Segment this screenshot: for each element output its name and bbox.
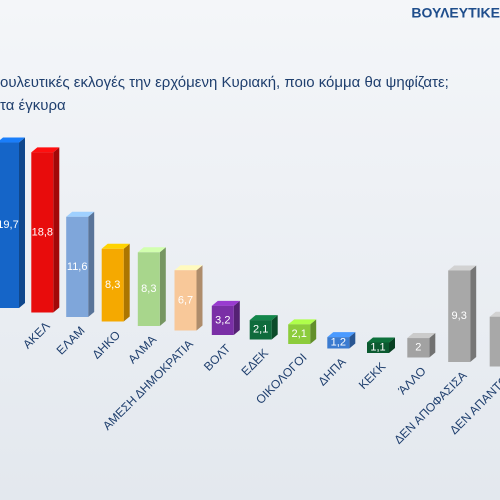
bar-side (470, 265, 477, 362)
value-label: 3,2 (215, 314, 230, 326)
value-label: 18,8 (32, 226, 53, 238)
bar-top (448, 265, 477, 271)
bar-top (327, 332, 356, 338)
bar-top (211, 300, 240, 306)
bar-top (0, 137, 25, 143)
chart-title: ουλευτικές εκλογές την ερχόμενη Κυριακή,… (0, 74, 449, 91)
bar (249, 320, 272, 340)
bar (407, 338, 430, 358)
bar (101, 248, 124, 322)
bar-group: 8,3 (101, 243, 130, 322)
bar-top (489, 311, 500, 317)
bar-side (123, 243, 130, 322)
value-label: 6,7 (178, 294, 193, 306)
bar-side (349, 332, 356, 349)
chart-subtitle: τα έγκυρα (0, 97, 66, 114)
bar-top (66, 211, 95, 217)
value-label: 11,6 (67, 261, 88, 273)
bar-group: 1,1 (367, 337, 395, 354)
bar-group: 18,8 (31, 147, 60, 313)
bar (448, 270, 471, 362)
bar-top (288, 319, 317, 325)
header: ΒΟΥΛΕΥΤΙΚΕ (411, 5, 500, 21)
bar-group: 8,3 (137, 247, 166, 326)
value-label: 19,7 (0, 219, 19, 231)
bar (31, 152, 54, 313)
bar (489, 316, 500, 367)
bar-side (271, 315, 278, 340)
bar (174, 270, 197, 331)
bar-side (429, 333, 436, 358)
bar-group: 2,1 (249, 315, 278, 340)
bar-side (310, 319, 317, 344)
bar (0, 142, 19, 308)
bar (367, 342, 389, 353)
bar-top (137, 247, 166, 253)
value-label: 8,3 (105, 279, 120, 291)
bar-side (389, 337, 395, 353)
value-label: 2,1 (292, 328, 307, 340)
value-label: 8,3 (141, 283, 156, 295)
bar-side (196, 265, 203, 331)
bar-side (159, 247, 166, 326)
bar-top (31, 147, 60, 153)
bar-side (53, 147, 60, 313)
bar-group: 19,7 (0, 137, 25, 308)
bar-group: 3,2 (211, 300, 240, 335)
value-label: 2 (415, 342, 421, 354)
bar-group: 6,7 (174, 265, 203, 331)
bar-top (249, 315, 278, 321)
bar-top (101, 243, 130, 249)
bar-side (19, 137, 25, 308)
bar-top (174, 265, 203, 271)
bar-group: 11,6 (66, 211, 95, 317)
bar-side (233, 300, 240, 335)
bar-group: 2,1 (288, 319, 317, 344)
bar-group: 2 (407, 333, 436, 358)
value-label: 9,3 (452, 310, 467, 322)
bar (211, 305, 234, 335)
value-label: 1,1 (370, 342, 385, 354)
bar (66, 216, 89, 317)
value-label: 2,1 (253, 324, 268, 336)
bar-group (489, 311, 500, 367)
bar (137, 252, 160, 326)
bar-group: 9,3 (448, 265, 477, 362)
bar-group: 1,2 (327, 332, 356, 349)
bar-top (407, 333, 436, 339)
value-label: 1,2 (331, 337, 346, 349)
bar-top (367, 337, 395, 343)
bar (288, 324, 311, 344)
bar-side (88, 211, 95, 317)
bar (327, 337, 350, 349)
